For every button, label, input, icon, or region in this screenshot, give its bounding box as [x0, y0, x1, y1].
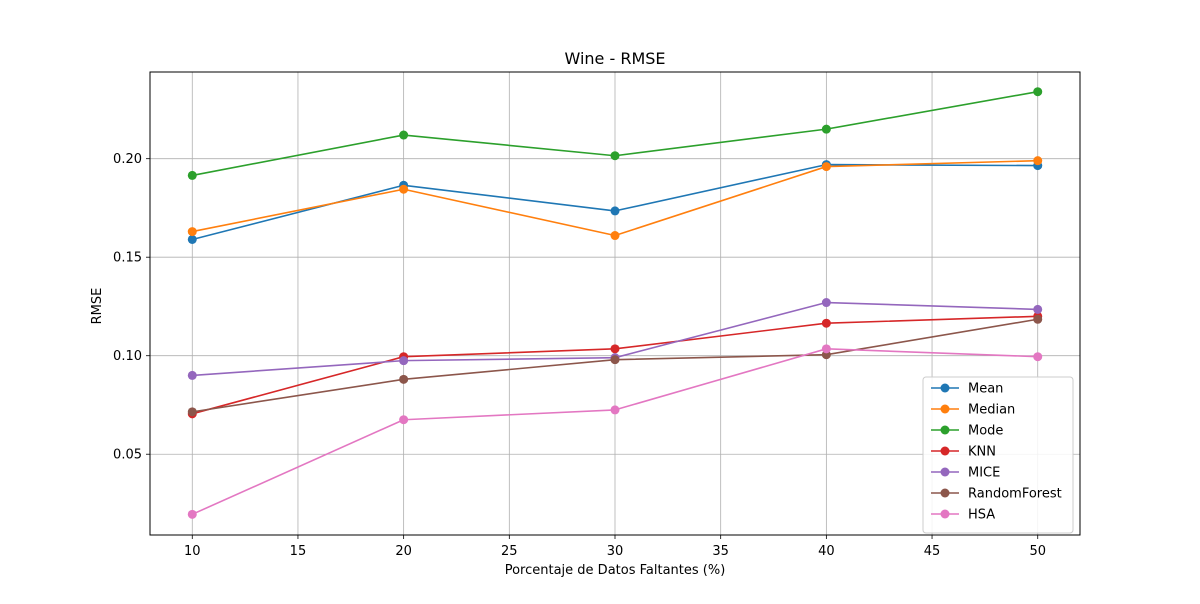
legend-label: HSA — [968, 508, 995, 523]
data-point-median — [399, 184, 409, 194]
data-point-median — [1033, 156, 1043, 166]
legend-swatch-marker — [940, 383, 950, 393]
data-point-mode — [399, 130, 409, 140]
data-point-randomforest — [399, 374, 409, 384]
legend-label: RandomForest — [968, 487, 1062, 502]
x-tick-label: 20 — [395, 544, 412, 559]
legend-item-mean: Mean — [931, 382, 1003, 397]
data-point-knn — [821, 318, 831, 328]
y-tick-label: 0.10 — [113, 349, 142, 364]
data-point-hsa — [821, 344, 831, 354]
x-tick-label: 45 — [924, 544, 941, 559]
data-point-randomforest — [1033, 314, 1043, 324]
data-point-mode — [610, 151, 620, 161]
data-point-mice — [399, 356, 409, 366]
x-tick-label: 15 — [290, 544, 307, 559]
data-point-mean — [187, 234, 197, 244]
legend-swatch-marker — [940, 425, 950, 435]
legend-swatch-marker — [940, 446, 950, 456]
legend-swatch-marker — [940, 509, 950, 519]
data-point-mice — [821, 298, 831, 308]
data-point-hsa — [187, 509, 197, 519]
legend-item-hsa: HSA — [931, 508, 995, 523]
x-axis-title: Porcentaje de Datos Faltantes (%) — [505, 563, 726, 578]
legend-swatch-marker — [940, 404, 950, 414]
y-tick-label: 0.05 — [113, 448, 142, 463]
legend-swatch-marker — [940, 488, 950, 498]
data-point-median — [821, 162, 831, 172]
data-point-mode — [1033, 87, 1043, 97]
series-median — [187, 156, 1043, 241]
axis-ticks: 10 15 20 25 30 35 40 45 50 0.05 0.10 0.15 0.20 — [113, 152, 1046, 559]
y-tick-label: 0.20 — [113, 152, 142, 167]
legend-label: KNN — [968, 445, 996, 460]
data-point-mode — [821, 124, 831, 134]
x-tick-label: 35 — [712, 544, 729, 559]
x-tick-label: 10 — [184, 544, 201, 559]
legend-item-mice: MICE — [931, 466, 1000, 481]
data-point-mode — [187, 170, 197, 180]
legend: Mean Median Mode KNN MICE RandomForest HSA — [922, 376, 1074, 534]
series-mode — [187, 87, 1043, 180]
data-point-mice — [187, 370, 197, 380]
x-tick-label: 30 — [607, 544, 624, 559]
chart-title: Wine - RMSE — [564, 49, 665, 68]
y-tick-label: 0.15 — [113, 251, 142, 266]
legend-item-knn: KNN — [931, 445, 996, 460]
data-point-mean — [610, 206, 620, 216]
y-axis-title: RMSE — [90, 288, 105, 325]
data-point-mice — [1033, 304, 1043, 314]
data-point-median — [187, 227, 197, 237]
x-tick-label: 40 — [818, 544, 835, 559]
series-randomforest — [187, 314, 1043, 417]
legend-label: Median — [968, 403, 1015, 418]
data-point-randomforest — [610, 355, 620, 365]
legend-item-median: Median — [931, 403, 1015, 418]
series-hsa — [187, 344, 1043, 519]
data-point-hsa — [1033, 352, 1043, 362]
data-point-randomforest — [187, 407, 197, 417]
data-point-hsa — [399, 415, 409, 425]
x-tick-label: 50 — [1029, 544, 1046, 559]
legend-label: Mode — [968, 424, 1003, 439]
legend-label: Mean — [968, 382, 1003, 397]
legend-item-mode: Mode — [931, 424, 1003, 439]
series-group — [187, 87, 1043, 519]
legend-item-randomforest: RandomForest — [931, 487, 1062, 502]
legend-label: MICE — [968, 466, 1000, 481]
data-point-hsa — [610, 405, 620, 415]
data-point-knn — [610, 344, 620, 354]
data-point-median — [610, 231, 620, 241]
x-tick-label: 25 — [501, 544, 518, 559]
legend-swatch-marker — [940, 467, 950, 477]
legend-box — [922, 376, 1074, 534]
